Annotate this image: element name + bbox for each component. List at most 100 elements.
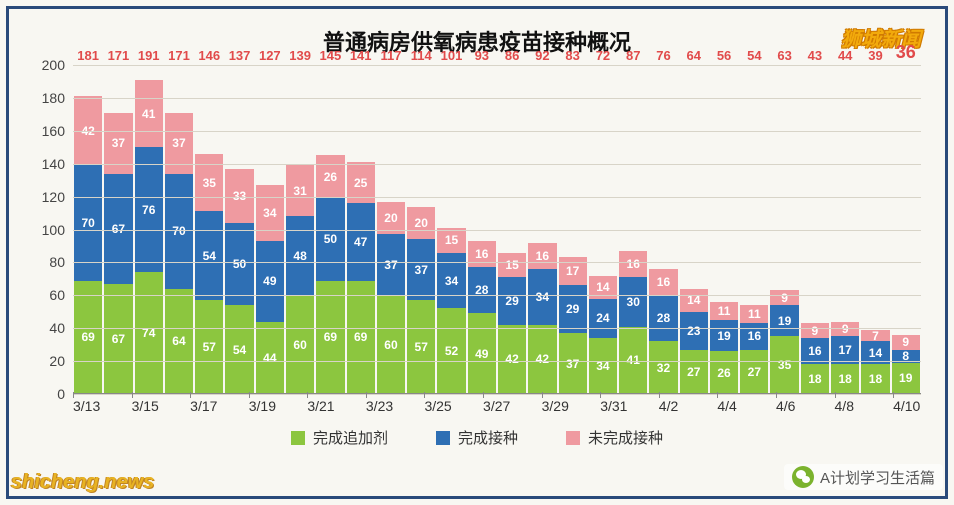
bar-segment-notfull: 9: [801, 323, 829, 338]
bar-segment-booster: 69: [347, 281, 375, 395]
x-tick-label: 3/23: [366, 398, 425, 422]
bar-segment-full: 50: [225, 223, 253, 305]
x-tick-label: 3/27: [483, 398, 542, 422]
y-tick-label: 120: [42, 189, 73, 205]
bar-segment-booster: 52: [437, 308, 465, 394]
bar-total-label: 146: [195, 48, 223, 65]
y-tick-label: 100: [42, 222, 73, 238]
grid-line: [73, 65, 921, 66]
legend-item-notfull: 未完成接种: [566, 427, 663, 448]
x-tick-label: 4/2: [659, 398, 718, 422]
bar-segment-booster: 27: [680, 350, 708, 394]
legend-label: 完成接种: [458, 427, 518, 448]
bar-segment-full: 49: [256, 241, 284, 322]
grid-line: [73, 230, 921, 231]
bar-total-label: 101: [437, 48, 465, 65]
bar-segment-full: 34: [528, 269, 556, 325]
bar-total-label: 127: [256, 48, 284, 65]
bar-segment-booster: 42: [528, 325, 556, 394]
x-axis: 3/133/153/173/193/213/233/253/273/293/31…: [73, 398, 921, 422]
bar-segment-full: 29: [559, 285, 587, 333]
y-tick-label: 160: [42, 123, 73, 139]
grid-line: [73, 394, 921, 395]
bar-segment-notfull: 20: [407, 207, 435, 240]
bar-segment-booster: 67: [104, 284, 132, 394]
x-tick-label: 4/8: [835, 398, 894, 422]
grid-line: [73, 197, 921, 198]
bar-segment-booster: 35: [770, 336, 798, 394]
y-tick-label: 80: [49, 254, 73, 270]
plot-area: 6970421816767371717476411916470371715754…: [73, 65, 921, 394]
legend-swatch: [291, 431, 305, 445]
legend-item-full: 完成接种: [436, 427, 518, 448]
bar-segment-notfull: 11: [740, 305, 768, 323]
bar-segment-full: 50: [316, 198, 344, 280]
bar-segment-booster: 44: [256, 322, 284, 394]
bar-segment-booster: 37: [559, 333, 587, 394]
bar-segment-booster: 18: [861, 364, 889, 394]
wechat-icon: [792, 466, 814, 488]
bar-total-label: 117: [377, 48, 405, 65]
x-tick-label: 4/6: [776, 398, 835, 422]
legend: 完成追加剂 完成接种 未完成接种: [9, 427, 945, 448]
y-tick-label: 60: [49, 287, 73, 303]
bar-segment-booster: 49: [468, 313, 496, 394]
bar-total-label: 92: [528, 48, 556, 65]
bar-segment-notfull: 9: [770, 290, 798, 305]
bar-total-label: 39: [861, 48, 889, 65]
grid-line: [73, 295, 921, 296]
bar-segment-full: 28: [468, 267, 496, 313]
bar-segment-full: 29: [498, 277, 526, 325]
bar-segment-full: 34: [437, 253, 465, 309]
bar-segment-full: 37: [377, 234, 405, 295]
bar-total-label: 137: [225, 48, 253, 65]
bar-total-label: 181: [74, 48, 102, 65]
legend-label: 完成追加剂: [313, 427, 388, 448]
grid-line: [73, 98, 921, 99]
grid-line: [73, 361, 921, 362]
legend-swatch: [566, 431, 580, 445]
bar-segment-full: 48: [286, 216, 314, 295]
bar-total-label: 54: [740, 48, 768, 65]
bar-segment-notfull: 11: [710, 302, 738, 320]
account-watermark: A计划学习生活篇: [784, 464, 943, 490]
bar-total-label: 141: [347, 48, 375, 65]
x-tick-label: 3/29: [542, 398, 601, 422]
bar-segment-notfull: 16: [528, 243, 556, 269]
bar-total-label: 72: [589, 48, 617, 65]
y-tick-label: 40: [49, 320, 73, 336]
bar-segment-full: 19: [770, 305, 798, 336]
y-tick-label: 200: [42, 57, 73, 73]
bar-segment-notfull: 34: [256, 185, 284, 241]
grid-line: [73, 328, 921, 329]
bar-segment-notfull: 7: [861, 330, 889, 342]
bar-total-label: 191: [135, 48, 163, 65]
bar-segment-booster: 26: [710, 351, 738, 394]
bar-total-label: 86: [498, 48, 526, 65]
bar-segment-booster: 34: [589, 338, 617, 394]
x-tick-label: 3/13: [73, 398, 132, 422]
y-tick-label: 0: [57, 386, 73, 402]
y-tick-label: 140: [42, 156, 73, 172]
bar-segment-notfull: 14: [680, 289, 708, 312]
bar-total-label: 171: [104, 48, 132, 65]
legend-item-booster: 完成追加剂: [291, 427, 388, 448]
grid-line: [73, 131, 921, 132]
bar-segment-notfull: 31: [286, 165, 314, 216]
bar-segment-booster: 42: [498, 325, 526, 394]
bar-segment-notfull: 16: [619, 251, 647, 277]
x-tick-label: 3/31: [600, 398, 659, 422]
bar-segment-booster: 18: [801, 364, 829, 394]
bar-segment-full: 47: [347, 203, 375, 280]
bar-segment-booster: 27: [740, 350, 768, 394]
bar-segment-booster: 54: [225, 305, 253, 394]
bar-total-label: 139: [286, 48, 314, 65]
bar-segment-notfull: 15: [437, 228, 465, 253]
bar-segment-booster: 57: [407, 300, 435, 394]
bar-total-label: 87: [619, 48, 647, 65]
bar-segment-full: 28: [649, 295, 677, 341]
bar-segment-booster: 69: [74, 281, 102, 395]
bar-segment-notfull: 9: [892, 335, 920, 350]
bar-segment-full: 70: [165, 174, 193, 289]
bar-segment-full: 24: [589, 299, 617, 338]
